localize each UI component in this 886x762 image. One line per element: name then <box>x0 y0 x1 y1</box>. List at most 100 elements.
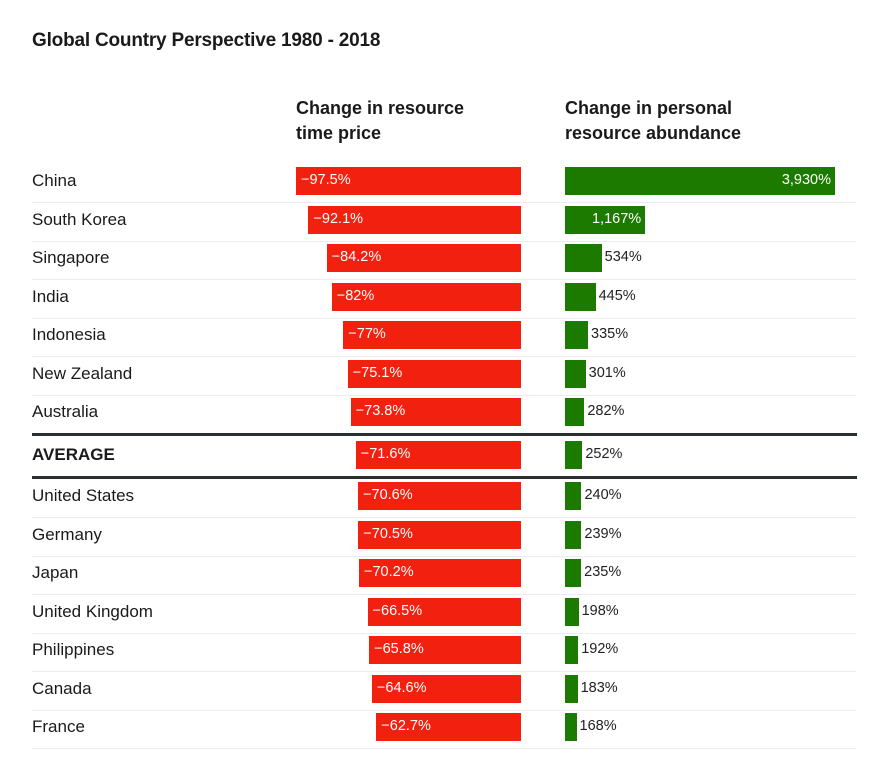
abundance-label: 198% <box>581 602 619 619</box>
country-label: New Zealand <box>32 363 133 383</box>
abundance-bar <box>565 359 586 388</box>
abundance-label: 192% <box>581 641 619 657</box>
abundance-bar <box>565 636 579 664</box>
abundance-bar <box>565 597 579 626</box>
time-price-bar <box>367 597 521 626</box>
time-price-bar <box>355 440 521 469</box>
abundance-bar <box>565 713 577 741</box>
time-price-bar <box>358 520 521 549</box>
time-price-label: −70.5% <box>363 525 413 542</box>
header-line: Change in resource <box>296 98 465 118</box>
country-row: France −62.7% 168% <box>32 711 856 749</box>
abundance-bar <box>565 482 582 510</box>
abundance-label: 252% <box>585 445 623 462</box>
country-row: China −97.5% 3,930% <box>32 165 856 203</box>
country-row: India −82% 445% <box>32 281 856 319</box>
country-label: South Korea <box>32 209 127 229</box>
abundance-bar <box>565 167 835 195</box>
country-label: United States <box>32 486 135 505</box>
country-row: Philippines −65.8% 192% <box>32 634 856 672</box>
row-separator <box>32 671 856 672</box>
country-row: Australia −73.8% 282% <box>32 396 856 434</box>
abundance-label: 240% <box>584 487 622 503</box>
abundance-label: 235% <box>584 564 622 580</box>
abundance-label: 335% <box>591 326 629 342</box>
time-price-bar <box>296 167 521 195</box>
time-price-label: −82% <box>336 287 375 304</box>
row-separator <box>32 517 856 518</box>
country-label: India <box>32 286 69 306</box>
row-separator <box>32 632 856 634</box>
time-price-bar <box>308 205 521 234</box>
country-row: Singapore −84.2% 534% <box>32 242 856 280</box>
abundance-label: 239% <box>584 525 622 542</box>
average-divider-bottom <box>32 476 857 479</box>
time-price-label: −64.6% <box>376 679 427 696</box>
row-separator <box>32 240 856 242</box>
country-label: France <box>32 717 85 736</box>
time-price-bar <box>359 559 521 587</box>
time-price-bar <box>343 321 521 349</box>
country-row: Japan −70.2% 235% <box>32 557 856 595</box>
abundance-bar <box>565 244 602 272</box>
abundance-bar <box>565 559 582 587</box>
row-separator <box>32 356 856 357</box>
country-row: United States −70.6% 240% <box>32 480 856 518</box>
chart-title: Global Country Perspective 1980 - 2018 <box>32 30 381 51</box>
row-separator <box>32 317 856 319</box>
row-separator <box>32 555 856 557</box>
time-price-label: −71.6% <box>360 445 411 462</box>
row-separator <box>32 279 856 280</box>
country-row: United Kingdom −66.5% 198% <box>32 596 856 634</box>
abundance-label: 183% <box>580 679 618 696</box>
abundance-label: 301% <box>588 364 626 381</box>
abundance-label: 3,930% <box>781 172 831 188</box>
country-label: Australia <box>32 402 99 421</box>
row-separator <box>32 394 856 396</box>
abundance-bar <box>565 282 596 311</box>
country-label: Germany <box>32 524 102 544</box>
average-divider-top <box>32 432 857 436</box>
row-separator <box>32 202 856 203</box>
time-price-label: −73.8% <box>355 403 406 419</box>
country-label: Japan <box>32 563 79 582</box>
time-price-label: −84.2% <box>331 249 382 265</box>
column-header-time-price: Change in resource time price <box>296 96 464 146</box>
header-line: time price <box>296 123 382 143</box>
header-line: Change in personal <box>565 98 733 118</box>
time-price-label: −70.2% <box>364 564 414 580</box>
country-label: China <box>32 171 77 190</box>
country-label: Indonesia <box>32 325 106 344</box>
time-price-bar <box>331 282 521 311</box>
country-row: Indonesia −77% 335% <box>32 319 856 357</box>
abundance-label: 534% <box>604 249 642 265</box>
abundance-label: 168% <box>579 718 617 734</box>
country-label: Philippines <box>32 640 115 659</box>
time-price-bar <box>358 482 521 510</box>
time-price-bar <box>347 359 521 388</box>
row-separator <box>32 709 856 711</box>
header-line: resource abundance <box>565 123 742 143</box>
time-price-label: −70.6% <box>363 487 413 503</box>
abundance-bar <box>565 321 588 349</box>
abundance-bar <box>565 205 646 234</box>
abundance-bar <box>565 520 582 549</box>
country-label: AVERAGE <box>32 444 115 464</box>
time-price-bar <box>371 674 521 703</box>
time-price-bar <box>326 244 521 272</box>
row-separator <box>32 748 856 749</box>
time-price-bar <box>350 398 521 426</box>
time-price-label: −65.8% <box>374 641 424 657</box>
abundance-bar <box>565 398 585 426</box>
time-price-label: −97.5% <box>301 172 351 188</box>
abundance-label: 1,167% <box>591 210 642 227</box>
time-price-label: −92.1% <box>313 210 364 227</box>
row-separator <box>32 594 856 595</box>
average-row: AVERAGE −71.6% 252% <box>32 439 856 477</box>
time-price-bar <box>369 636 521 664</box>
time-price-label: −77% <box>348 326 386 342</box>
country-label: Canada <box>32 678 92 698</box>
country-label: Singapore <box>32 248 110 267</box>
country-row: South Korea −92.1% 1,167% <box>32 204 856 242</box>
column-header-abundance: Change in personal resource abundance <box>565 96 741 146</box>
